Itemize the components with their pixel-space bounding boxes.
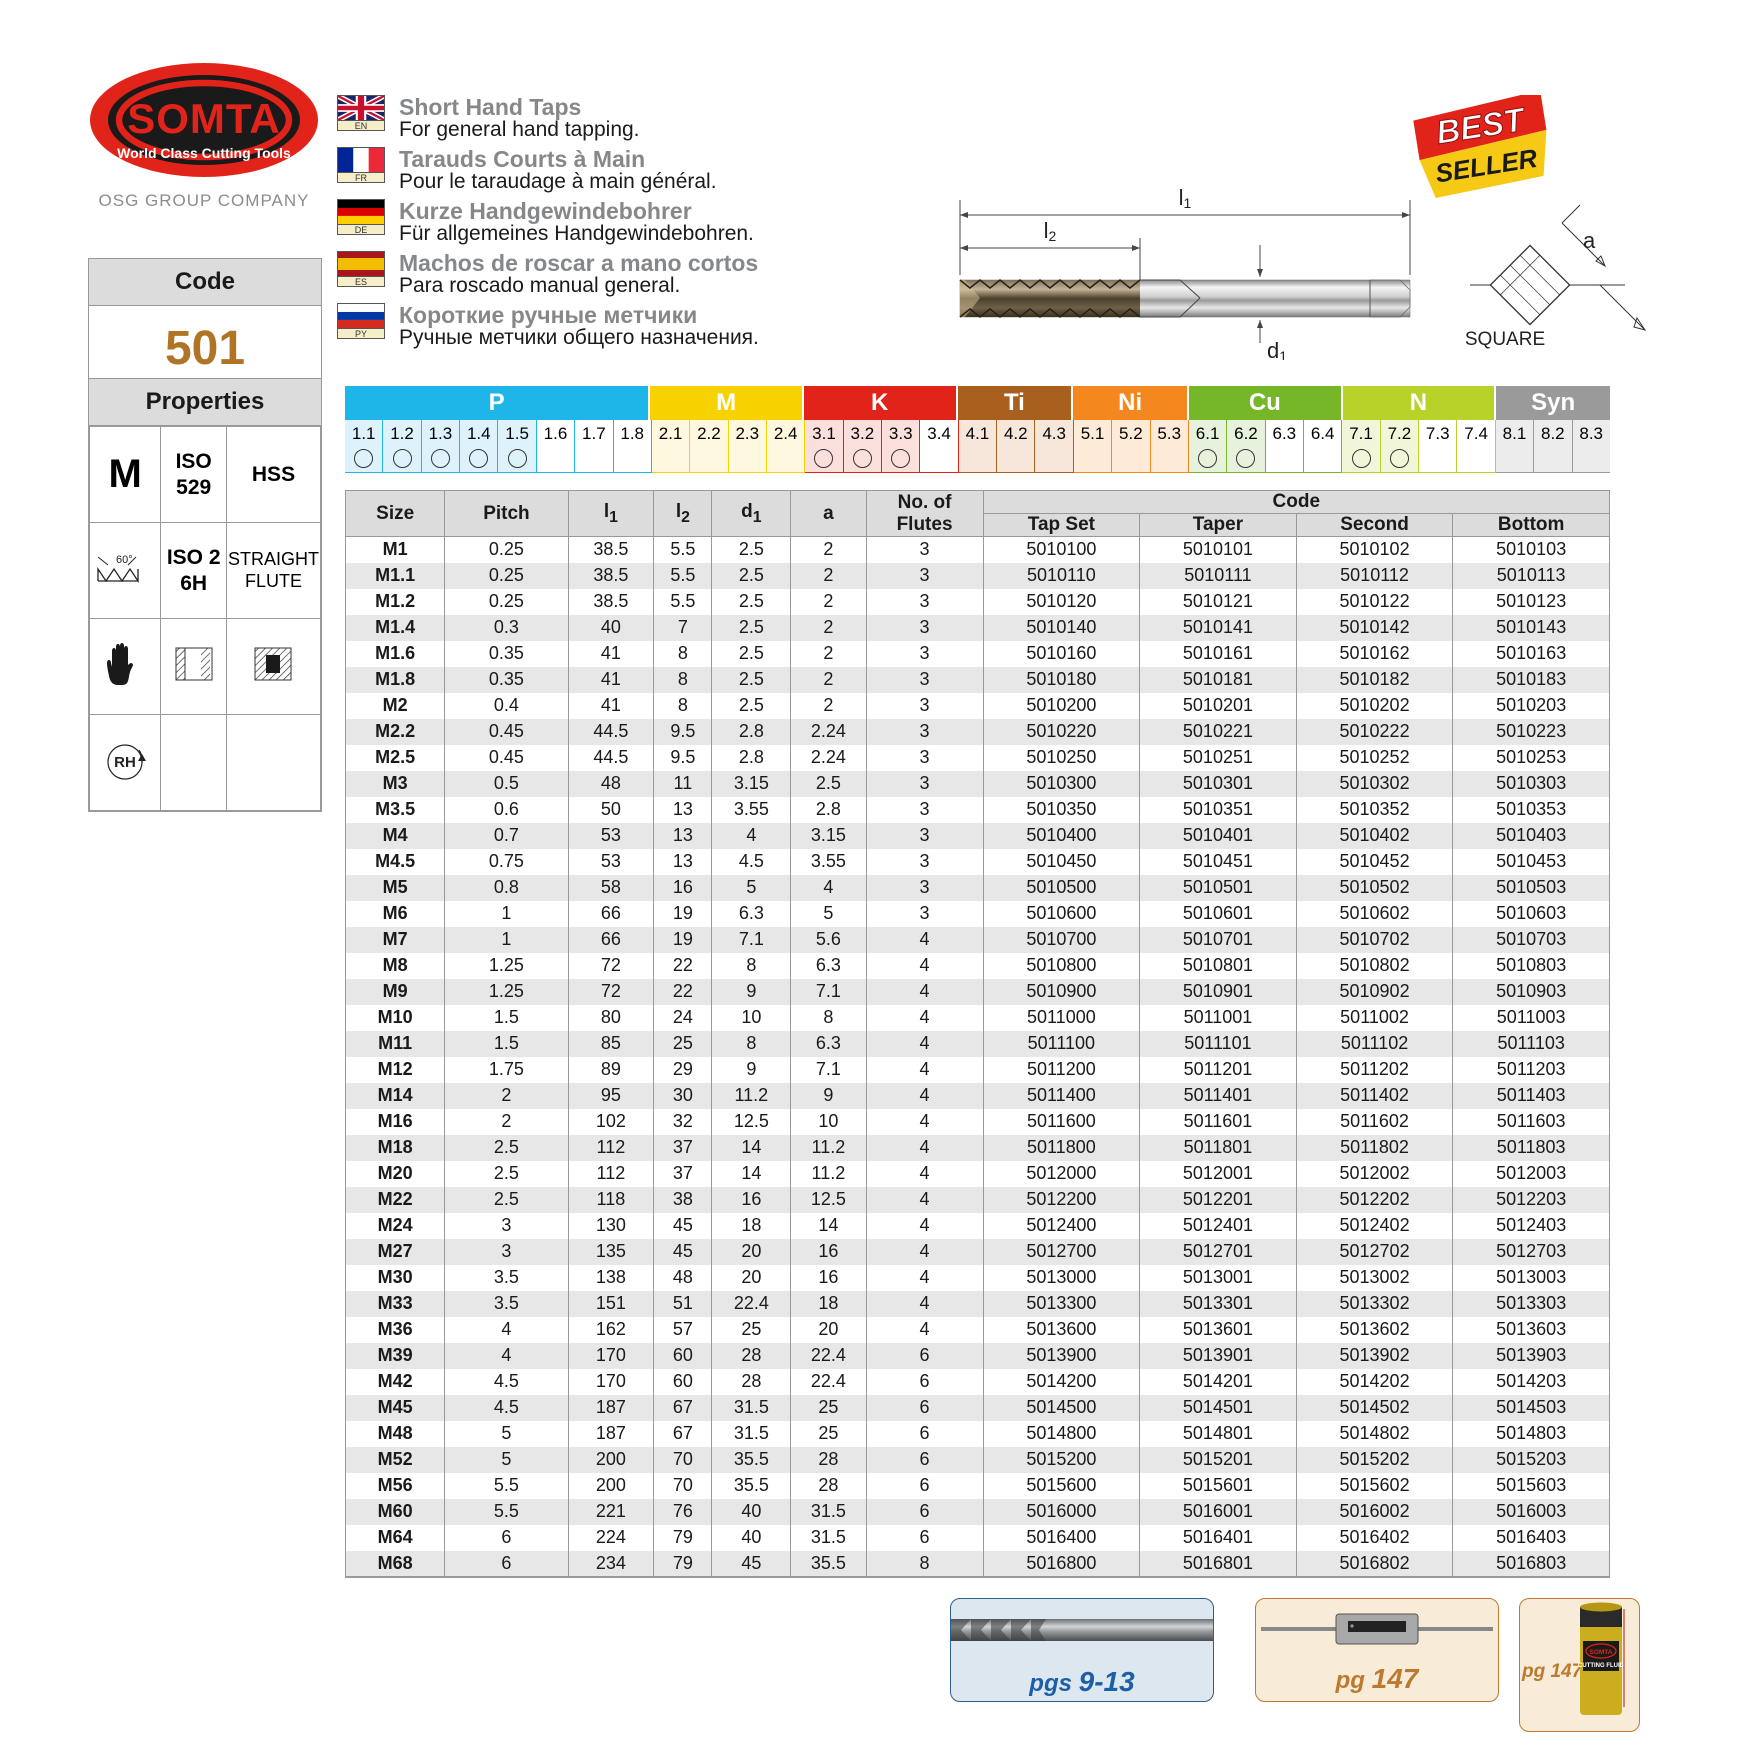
svg-text:60°: 60° <box>116 554 133 566</box>
svg-text:SOMTA: SOMTA <box>127 95 281 142</box>
svg-text:SOMTA: SOMTA <box>1590 1649 1613 1656</box>
svg-text:RH: RH <box>114 754 136 771</box>
svg-text:CUTTING FLUID: CUTTING FLUID <box>1578 1663 1625 1669</box>
svg-text:SQUARE: SQUARE <box>1465 329 1545 350</box>
svg-text:l2: l2 <box>1044 218 1057 244</box>
svg-text:a: a <box>1583 228 1596 253</box>
svg-text:d1: d1 <box>1267 338 1287 360</box>
svg-text:World Class Cutting Tools: World Class Cutting Tools <box>117 145 291 161</box>
svg-text:l1: l1 <box>1179 185 1192 211</box>
